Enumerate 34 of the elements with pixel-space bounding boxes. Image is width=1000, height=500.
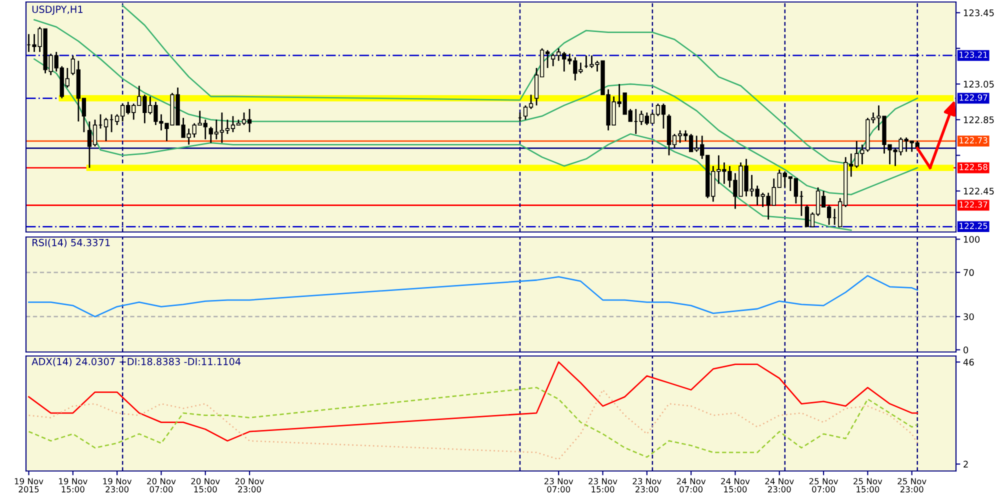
x-tick-label: 24 Nov 23:00 <box>765 478 794 492</box>
ref-line-label: 123.21 <box>960 52 988 58</box>
ref-line-label: 122.25 <box>960 222 988 230</box>
y-tick-label: 46 <box>963 358 974 366</box>
x-tick-label: 23 Nov 23:00 <box>632 478 662 492</box>
x-tick-label: 25 Nov 15:00 <box>854 478 882 492</box>
ref-line-label: 122.58 <box>960 164 988 170</box>
y-tick-label: 2 <box>964 460 968 468</box>
y-tick-label: 123.05 <box>964 80 994 88</box>
x-tick-label: 19 Nov 15:00 <box>59 478 88 492</box>
chart-title: USDJPY,H1 <box>32 6 82 15</box>
chart-title: ADX(14) 24.0307 +DI:18.8383 -DI:11.1104 <box>32 358 241 366</box>
x-tick-label: 23 Nov 15:00 <box>588 478 618 492</box>
y-tick-label: 30 <box>964 313 974 320</box>
x-tick-label: 25 Nov 23:00 <box>898 478 926 492</box>
x-tick-label: 20 Nov 15:00 <box>191 478 220 492</box>
ref-line-label: 122.37 <box>960 201 988 208</box>
x-tick-label: 20 Nov 23:00 <box>235 478 264 492</box>
y-tick-label: 122.85 <box>964 116 994 124</box>
ref-line-label: 122.73 <box>960 137 988 144</box>
x-tick-label: 20 Nov 07:00 <box>147 478 176 492</box>
x-tick-label: 25 Nov 07:00 <box>809 478 838 492</box>
chart-title: RSI(14) 54.3371 <box>32 238 110 248</box>
x-tick-label: 23 Nov 07:00 <box>544 478 574 492</box>
x-tick-label: 24 Nov 07:00 <box>676 478 706 492</box>
y-tick-label: 70 <box>964 269 974 276</box>
x-tick-label: 24 Nov 15:00 <box>721 478 750 492</box>
ref-line-label: 122.97 <box>960 94 988 101</box>
x-tick-label: 19 Nov 2015 <box>14 478 44 492</box>
y-tick-label: 0 <box>964 346 968 354</box>
x-tick-label: 19 Nov 23:00 <box>103 478 132 492</box>
y-tick-label: 122.45 <box>964 188 994 195</box>
y-tick-label: 100 <box>964 236 980 243</box>
y-tick-label: 123.45 <box>964 9 994 16</box>
